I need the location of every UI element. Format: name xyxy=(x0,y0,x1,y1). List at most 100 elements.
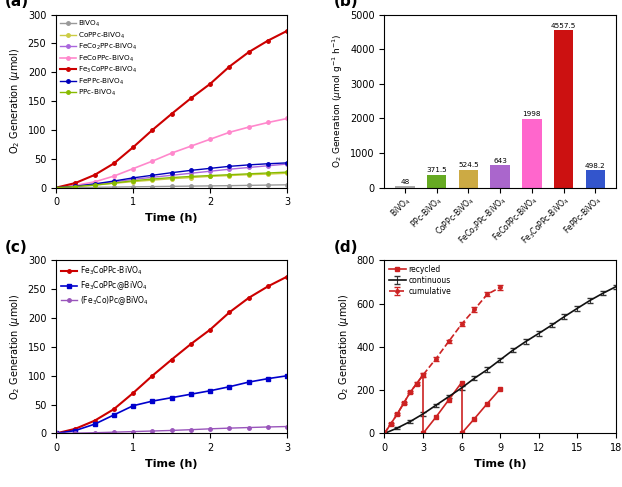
Fe$_3$CoPPc-BiVO$_4$ xyxy=(168,111,175,117)
recycled xyxy=(413,381,420,387)
FeCo$_2$PPc-BiVO$_4$ xyxy=(149,174,156,180)
FeCoPPc-BiVO$_4$ xyxy=(91,179,98,185)
Fe$_3$CoPPc-BiVO$_4$ xyxy=(245,295,253,301)
CoPPc-BiVO$_4$ xyxy=(149,177,156,183)
(Fe$_3$Co)Pc@BiVO$_4$ xyxy=(284,424,291,430)
Fe$_3$CoPPc@BiVO$_4$ xyxy=(72,428,79,433)
X-axis label: Time (h): Time (h) xyxy=(146,459,198,468)
BiVO$_4$ xyxy=(168,184,175,189)
(Fe$_3$Co)Pc@BiVO$_4$ xyxy=(187,427,195,432)
(Fe$_3$Co)Pc@BiVO$_4$ xyxy=(226,425,233,431)
Fe$_3$CoPPc-BiVO$_4$ xyxy=(207,327,214,333)
Fe$_3$CoPPc@BiVO$_4$ xyxy=(168,395,175,401)
Line: Fe$_3$CoPPc-BiVO$_4$: Fe$_3$CoPPc-BiVO$_4$ xyxy=(54,275,289,435)
Fe$_3$CoPPc-BiVO$_4$ xyxy=(284,28,291,34)
Fe$_3$CoPPc-BiVO$_4$ xyxy=(187,341,195,347)
(Fe$_3$Co)Pc@BiVO$_4$ xyxy=(264,424,272,430)
FePPc-BiVO$_4$ xyxy=(129,175,137,181)
Text: 1998: 1998 xyxy=(522,111,541,117)
(Fe$_3$Co)Pc@BiVO$_4$ xyxy=(91,430,98,436)
Fe$_3$CoPPc-BiVO$_4$ xyxy=(149,373,156,379)
FePPc-BiVO$_4$ xyxy=(245,162,253,168)
CoPPc-BiVO$_4$ xyxy=(245,172,253,178)
recycled xyxy=(419,372,427,378)
Fe$_3$CoPPc@BiVO$_4$ xyxy=(264,375,272,381)
BiVO$_4$ xyxy=(110,184,118,190)
CoPPc-BiVO$_4$ xyxy=(129,179,137,185)
FeCoPPc-BiVO$_4$ xyxy=(129,166,137,171)
FeCoPPc-BiVO$_4$ xyxy=(284,115,291,121)
Line: recycled: recycled xyxy=(383,373,425,435)
FeCo$_2$PPc-BiVO$_4$ xyxy=(72,183,79,189)
CoPPc-BiVO$_4$ xyxy=(168,176,175,182)
BiVO$_4$ xyxy=(264,182,272,188)
(Fe$_3$Co)Pc@BiVO$_4$ xyxy=(129,429,137,434)
Fe$_3$CoPPc-BiVO$_4$ xyxy=(284,274,291,280)
Line: PPc-BiVO$_4$: PPc-BiVO$_4$ xyxy=(54,170,289,189)
Fe$_3$CoPPc-BiVO$_4$ xyxy=(245,49,253,55)
Fe$_3$CoPPc-BiVO$_4$ xyxy=(226,309,233,315)
(Fe$_3$Co)Pc@BiVO$_4$ xyxy=(245,425,253,431)
Fe$_3$CoPPc@BiVO$_4$ xyxy=(187,391,195,397)
FeCoPPc-BiVO$_4$ xyxy=(207,136,214,142)
PPc-BiVO$_4$ xyxy=(149,176,156,182)
BiVO$_4$ xyxy=(52,185,60,190)
recycled xyxy=(381,431,388,436)
Bar xyxy=(522,118,542,187)
Bar xyxy=(490,166,510,187)
Y-axis label: O$_2$ Generation ($\mu$mol g$^{-1}$ h$^{-1}$): O$_2$ Generation ($\mu$mol g$^{-1}$ h$^{… xyxy=(330,34,345,169)
PPc-BiVO$_4$ xyxy=(187,173,195,179)
Text: (d): (d) xyxy=(333,240,358,255)
FeCoPPc-BiVO$_4$ xyxy=(52,185,60,190)
Fe$_3$CoPPc-BiVO$_4$ xyxy=(52,185,60,190)
Fe$_3$CoPPc-BiVO$_4$ xyxy=(110,161,118,167)
FePPc-BiVO$_4$ xyxy=(207,166,214,171)
BiVO$_4$ xyxy=(207,183,214,189)
Text: 371.5: 371.5 xyxy=(426,168,447,173)
FeCoPPc-BiVO$_4$ xyxy=(264,120,272,126)
FeCo$_2$PPc-BiVO$_4$ xyxy=(187,170,195,176)
FeCo$_2$PPc-BiVO$_4$ xyxy=(91,181,98,187)
Fe$_3$CoPPc-BiVO$_4$ xyxy=(187,95,195,101)
Bar xyxy=(554,30,573,187)
Legend: recycled, continuous, cumulative: recycled, continuous, cumulative xyxy=(386,262,454,299)
FeCoPPc-BiVO$_4$ xyxy=(226,130,233,135)
PPc-BiVO$_4$ xyxy=(72,184,79,189)
CoPPc-BiVO$_4$ xyxy=(52,185,60,190)
FePPc-BiVO$_4$ xyxy=(168,170,175,176)
Text: 524.5: 524.5 xyxy=(458,162,479,168)
CoPPc-BiVO$_4$ xyxy=(264,171,272,177)
FePPc-BiVO$_4$ xyxy=(264,161,272,167)
FeCo$_2$PPc-BiVO$_4$ xyxy=(264,163,272,169)
Line: FeCo$_2$PPc-BiVO$_4$: FeCo$_2$PPc-BiVO$_4$ xyxy=(54,162,289,189)
recycled xyxy=(387,421,394,427)
Y-axis label: O$_2$ Generation ($\mu$mol): O$_2$ Generation ($\mu$mol) xyxy=(337,294,351,400)
CoPPc-BiVO$_4$ xyxy=(207,173,214,179)
Fe$_3$CoPPc@BiVO$_4$ xyxy=(245,379,253,385)
PPc-BiVO$_4$ xyxy=(264,170,272,176)
CoPPc-BiVO$_4$ xyxy=(226,172,233,178)
Fe$_3$CoPPc-BiVO$_4$ xyxy=(168,356,175,362)
(Fe$_3$Co)Pc@BiVO$_4$ xyxy=(149,428,156,434)
X-axis label: Time (h): Time (h) xyxy=(146,213,198,223)
Fe$_3$CoPPc@BiVO$_4$ xyxy=(207,388,214,393)
Fe$_3$CoPPc-BiVO$_4$ xyxy=(149,127,156,133)
BiVO$_4$ xyxy=(129,184,137,190)
CoPPc-BiVO$_4$ xyxy=(110,180,118,186)
CoPPc-BiVO$_4$ xyxy=(284,170,291,176)
Fe$_3$CoPPc@BiVO$_4$ xyxy=(226,384,233,390)
Fe$_3$CoPPc-BiVO$_4$ xyxy=(72,426,79,432)
FeCo$_2$PPc-BiVO$_4$ xyxy=(245,165,253,170)
FeCo$_2$PPc-BiVO$_4$ xyxy=(129,176,137,182)
Fe$_3$CoPPc-BiVO$_4$ xyxy=(264,283,272,289)
X-axis label: Time (h): Time (h) xyxy=(474,459,526,468)
PPc-BiVO$_4$ xyxy=(168,175,175,181)
CoPPc-BiVO$_4$ xyxy=(72,184,79,189)
Fe$_3$CoPPc-BiVO$_4$ xyxy=(72,180,79,186)
Fe$_3$CoPPc-BiVO$_4$ xyxy=(264,37,272,43)
PPc-BiVO$_4$ xyxy=(110,180,118,186)
Fe$_3$CoPPc-BiVO$_4$ xyxy=(110,406,118,412)
recycled xyxy=(394,411,401,417)
Text: 498.2: 498.2 xyxy=(585,163,606,169)
FeCo$_2$PPc-BiVO$_4$ xyxy=(207,169,214,174)
